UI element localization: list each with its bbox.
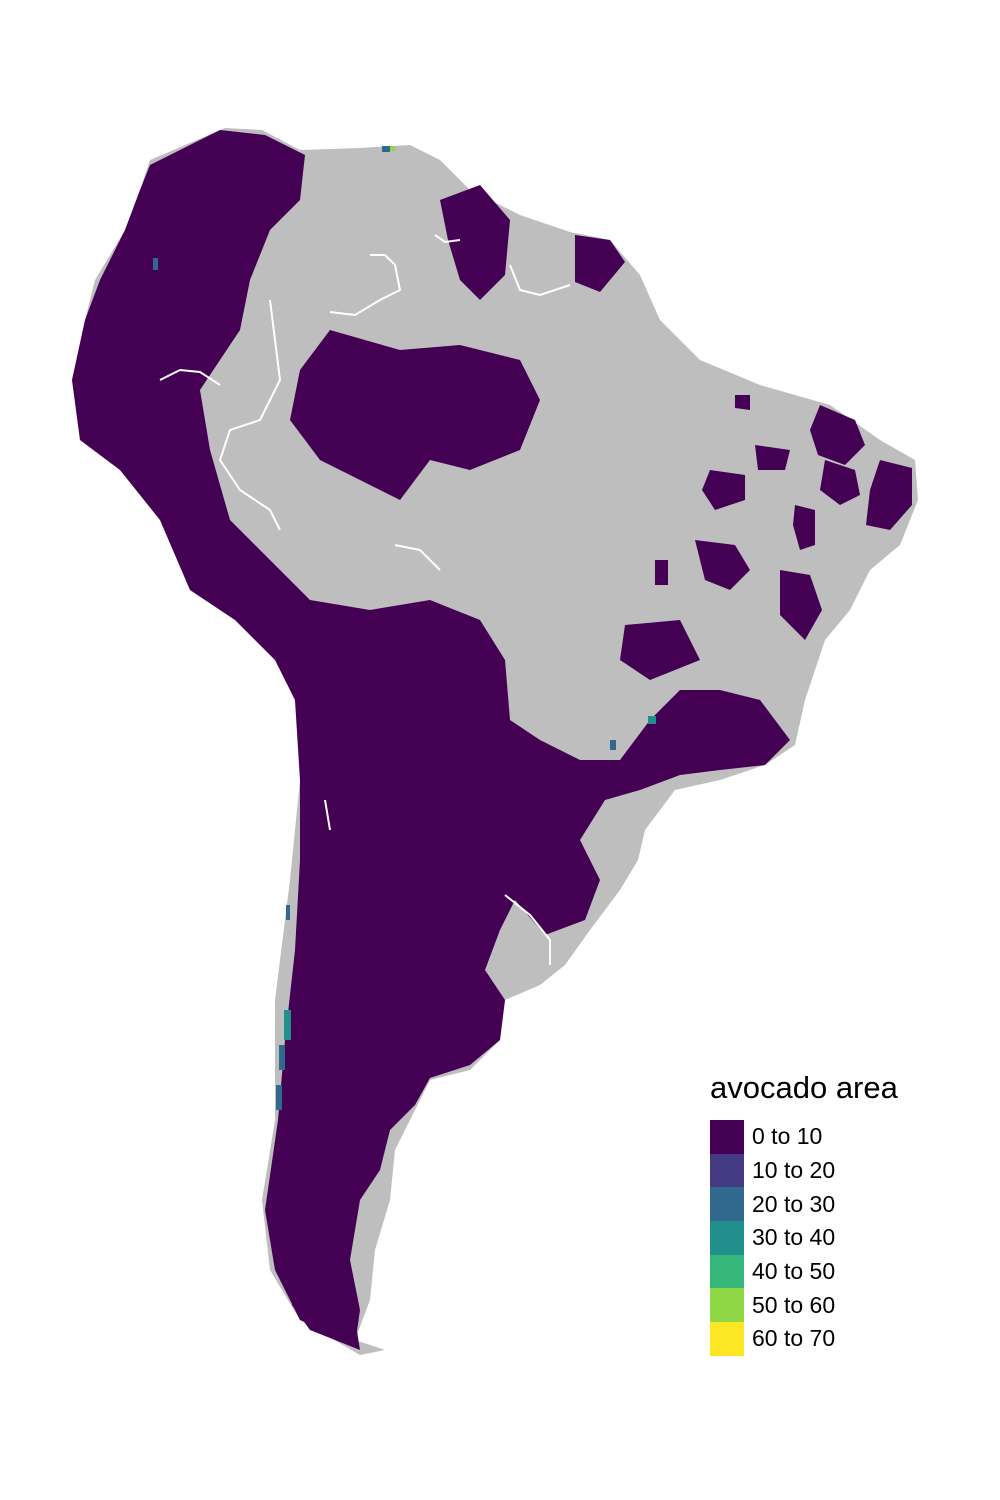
- legend-item: 10 to 20: [710, 1153, 970, 1188]
- country-borders: [159, 234, 571, 965]
- legend-item: 60 to 70: [710, 1322, 970, 1356]
- legend-item: 30 to 40: [710, 1221, 970, 1255]
- central-brazil-patch-1: [695, 540, 750, 590]
- central-brazil-patch-3: [655, 560, 668, 585]
- cell-20-to-30: [286, 905, 290, 920]
- legend-label: 50 to 60: [752, 1291, 836, 1318]
- legend-swatch: [710, 1288, 744, 1323]
- ne-brazil-patch-6: [793, 505, 815, 550]
- legend-label: 0 to 10: [752, 1123, 823, 1150]
- ne-brazil-patch-7: [735, 395, 750, 410]
- cell-20-to-30: [276, 1085, 282, 1110]
- legend-swatch: [710, 1153, 744, 1188]
- legend-item: 0 to 10: [710, 1120, 970, 1154]
- legend-swatch: [710, 1254, 744, 1289]
- central-brazil-patch-4: [620, 620, 700, 680]
- legend-label: 10 to 20: [752, 1157, 836, 1184]
- legend-label: 60 to 70: [752, 1325, 836, 1352]
- legend-swatch: [710, 1120, 744, 1154]
- ne-brazil-patch-3: [866, 460, 912, 530]
- amazon-patches: [290, 330, 540, 500]
- legend-item: 20 to 30: [710, 1187, 970, 1222]
- ne-brazil-patch-5: [755, 445, 790, 470]
- central-brazil-patch-2: [780, 570, 822, 640]
- legend-label: 20 to 30: [752, 1190, 836, 1217]
- legend-label: 40 to 50: [752, 1258, 836, 1285]
- legend-item: 40 to 50: [710, 1254, 970, 1289]
- legend: avocado area 0 to 10 10 to 20 20 to 30 30 t…: [710, 1068, 970, 1356]
- legend-swatch: [710, 1221, 744, 1255]
- avocado-area-0-to-10: [72, 130, 912, 1350]
- legend-title: avocado area: [710, 1070, 898, 1105]
- guianas-patch: [440, 185, 510, 300]
- cell-20-to-30: [279, 1045, 285, 1070]
- ne-brazil-patch-1: [810, 405, 865, 465]
- legend-item: 50 to 60: [710, 1288, 970, 1323]
- french-guiana-patch: [575, 235, 625, 292]
- ne-brazil-patch-4: [702, 470, 745, 510]
- ne-brazil-patch-2: [820, 460, 860, 505]
- tierra-del-fuego: [290, 1278, 360, 1350]
- cell-20-to-30: [153, 258, 158, 270]
- cell-20-to-30: [610, 740, 616, 750]
- legend-swatch: [710, 1187, 744, 1222]
- legend-label: 30 to 40: [752, 1224, 836, 1251]
- cell-50-to-60: [390, 146, 395, 151]
- cell-30-to-40: [648, 716, 656, 724]
- andes-region: [72, 130, 790, 1345]
- legend-items: 0 to 10 10 to 20 20 to 30 30 to 40 40 to 50 5…: [710, 1120, 970, 1356]
- cell-30-to-40: [284, 1010, 291, 1040]
- legend-swatch: [710, 1322, 744, 1356]
- cell-20-to-30: [382, 146, 390, 152]
- avocado-area-high-values: [153, 146, 656, 1110]
